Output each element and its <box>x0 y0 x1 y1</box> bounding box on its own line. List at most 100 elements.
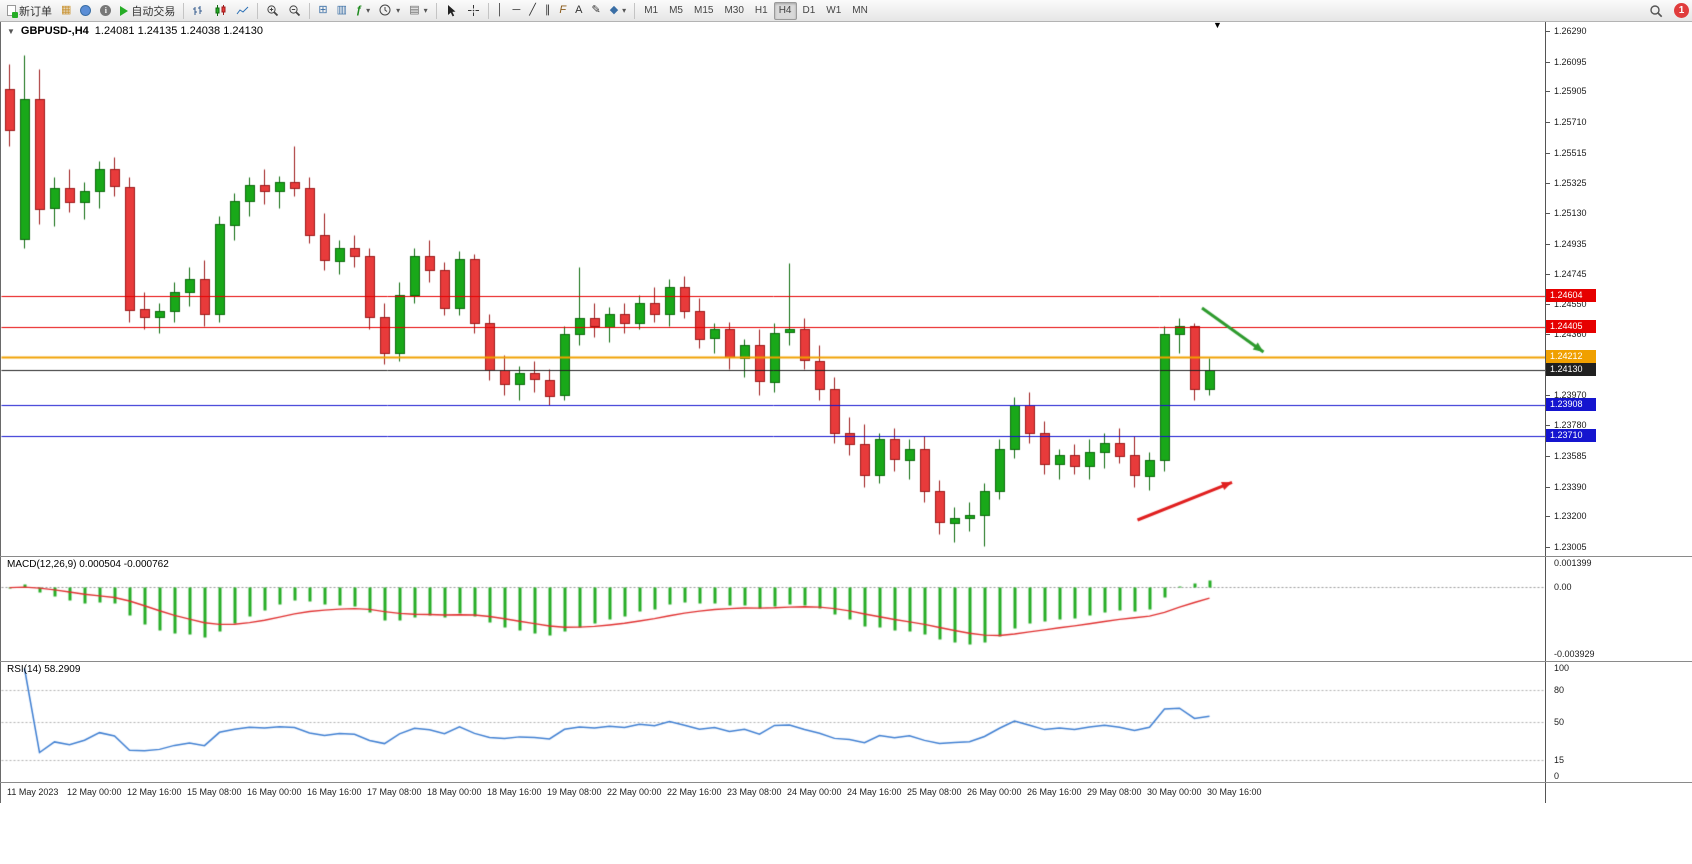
support-1-price-tag[interactable]: 1.23908 <box>1546 398 1596 412</box>
rsi-chart-canvas[interactable] <box>1 662 1545 782</box>
text-tool-button[interactable]: A <box>571 2 586 20</box>
info-icon <box>100 5 112 16</box>
timeframe-m1-button[interactable]: M1 <box>644 5 659 16</box>
trendline-tool-button[interactable]: ╱ <box>525 2 540 20</box>
price-axis-tick-label: 1.23390 <box>1554 481 1587 492</box>
rsi-axis-label: 15 <box>1554 754 1565 765</box>
new-order-label: 新订单 <box>19 5 52 18</box>
chevron-down-icon: ▾ <box>366 6 371 15</box>
macd-label: MACD(12,26,9) 0.000504 -0.000762 <box>7 559 169 570</box>
price-axis-tickmark <box>1546 334 1550 336</box>
time-axis-label: 12 May 16:00 <box>127 787 182 797</box>
tile-windows-icon: ⊞ <box>318 4 328 16</box>
templates-button[interactable]: ▤ ▾ <box>405 2 431 20</box>
toolbar-separator <box>634 2 636 19</box>
price-axis-tick-label: 1.24360 <box>1554 329 1587 340</box>
horizontal-line-tool-button[interactable]: ─ <box>508 2 524 20</box>
rsi-axis-label: 0 <box>1554 771 1560 781</box>
time-axis-label: 25 May 08:00 <box>907 787 962 797</box>
templates-icon: ▤ <box>409 4 420 16</box>
candlestick-chart-button[interactable] <box>210 2 231 20</box>
timeframe-m30-button[interactable]: M30 <box>724 5 744 16</box>
macd-axis-label: -0.003929 <box>1554 649 1595 659</box>
profile-button[interactable] <box>76 2 95 20</box>
resistance-1-price-tag[interactable]: 1.24604 <box>1546 288 1596 302</box>
price-axis-tickmark <box>1546 182 1550 184</box>
trendline-icon: ╱ <box>529 4 536 16</box>
price-axis-tickmark <box>1546 31 1550 32</box>
shapes-tool-button[interactable]: ◆ ▾ <box>606 2 630 20</box>
rsi-axis: 100 80 50 15 0 <box>1545 662 1692 782</box>
horizontal-line-icon: ─ <box>512 4 521 16</box>
tile-windows-button[interactable]: ⊞ <box>314 2 331 20</box>
fibonacci-tool-button[interactable]: F <box>555 2 570 20</box>
search-button[interactable] <box>1645 2 1667 20</box>
resistance-2-price-tag[interactable]: 1.24405 <box>1546 320 1596 334</box>
time-axis-label: 26 May 00:00 <box>967 787 1022 797</box>
indicators-icon: ƒ <box>356 4 363 16</box>
price-axis-tick-label: 1.23780 <box>1554 420 1587 431</box>
price-axis-tickmark <box>1546 304 1550 306</box>
price-axis-tick-label: 1.23200 <box>1554 511 1587 522</box>
profile-icon <box>80 5 92 16</box>
rsi-label: RSI(14) 58.2909 <box>7 664 81 675</box>
rsi-axis-label: 100 <box>1554 663 1570 673</box>
price-axis-tick-label: 1.24550 <box>1554 299 1587 310</box>
macd-axis-label: 0.00 <box>1554 582 1572 592</box>
chevron-down-icon: ▾ <box>622 6 627 15</box>
vertical-line-icon: │ <box>496 4 504 16</box>
price-axis-tickmark <box>1546 243 1550 245</box>
candlestick-chart-canvas[interactable] <box>1 22 1545 556</box>
bar-chart-button[interactable] <box>188 2 209 20</box>
window-bottom-area <box>0 803 1692 863</box>
macd-chart-canvas[interactable] <box>1 557 1545 661</box>
vertical-line-tool-button[interactable]: │ <box>493 2 508 20</box>
timeframe-mn-button[interactable]: MN <box>852 5 868 16</box>
auto-trading-icon <box>120 5 129 16</box>
cursor-icon <box>447 4 456 16</box>
channel-tool-button[interactable]: ∥ <box>541 2 555 20</box>
macd-axis: 0.001399 0.00 -0.003929 <box>1545 557 1692 661</box>
timeframe-m15-button[interactable]: M15 <box>694 5 714 16</box>
toolbar-separator <box>487 2 489 19</box>
line-chart-button[interactable] <box>232 2 253 20</box>
info-button[interactable] <box>96 2 115 20</box>
label-tool-button[interactable]: ✎ <box>587 2 604 20</box>
current-price-price-tag[interactable]: 1.24130 <box>1546 363 1596 377</box>
time-axis-label: 17 May 08:00 <box>367 787 422 797</box>
macd-panel: MACD(12,26,9) 0.000504 -0.000762 0.00139… <box>0 556 1692 661</box>
auto-trading-button[interactable]: 自动交易 <box>116 2 179 20</box>
notification-badge[interactable]: 1 <box>1674 3 1689 18</box>
auto-trading-label: 自动交易 <box>131 5 176 18</box>
price-axis-tick-label: 1.26095 <box>1554 56 1587 67</box>
new-order-button[interactable]: 新订单 <box>3 2 56 20</box>
time-axis-label: 22 May 16:00 <box>667 787 722 797</box>
clock-icon <box>379 4 391 16</box>
support-2-price-tag[interactable]: 1.23710 <box>1546 429 1596 443</box>
pivot-price-tag[interactable]: 1.24212 <box>1546 350 1596 364</box>
chart-shift-marker-icon[interactable]: ▼ <box>1213 20 1222 30</box>
zoom-out-button[interactable] <box>284 2 305 20</box>
rsi-panel: RSI(14) 58.2909 100 80 50 15 0 <box>0 661 1692 782</box>
crosshair-button[interactable] <box>463 2 484 20</box>
periods-button[interactable]: ▾ <box>375 2 404 20</box>
zoom-in-button[interactable] <box>262 2 283 20</box>
macd-plot: MACD(12,26,9) 0.000504 -0.000762 <box>0 557 1545 661</box>
auto-arrange-button[interactable]: ▥ <box>333 2 351 20</box>
timeframe-m5-button[interactable]: M5 <box>669 5 683 16</box>
toolbar-separator <box>309 2 311 19</box>
time-axis-label: 23 May 08:00 <box>727 787 782 797</box>
cursor-button[interactable] <box>441 2 462 20</box>
bar-chart-icon <box>193 6 203 15</box>
indicators-button[interactable]: ƒ ▾ <box>352 2 374 20</box>
chart-gallery-button[interactable]: ▦ <box>57 2 75 20</box>
chart-ohlc-readout: 1.24081 1.24135 1.24038 1.24130 <box>94 25 263 37</box>
chart-collapse-icon[interactable]: ▼ <box>7 26 15 36</box>
time-axis-label: 24 May 00:00 <box>787 787 842 797</box>
timeframe-d1-button[interactable]: D1 <box>802 5 816 16</box>
main-chart-plot: ▼ GBPUSD-,H4 1.24081 1.24135 1.24038 1.2… <box>0 20 1545 556</box>
price-axis-tickmark <box>1546 213 1550 215</box>
timeframe-w1-button[interactable]: W1 <box>826 5 842 16</box>
timeframe-h4-button[interactable]: H4 <box>773 1 797 20</box>
timeframe-h1-button[interactable]: H1 <box>754 5 768 16</box>
